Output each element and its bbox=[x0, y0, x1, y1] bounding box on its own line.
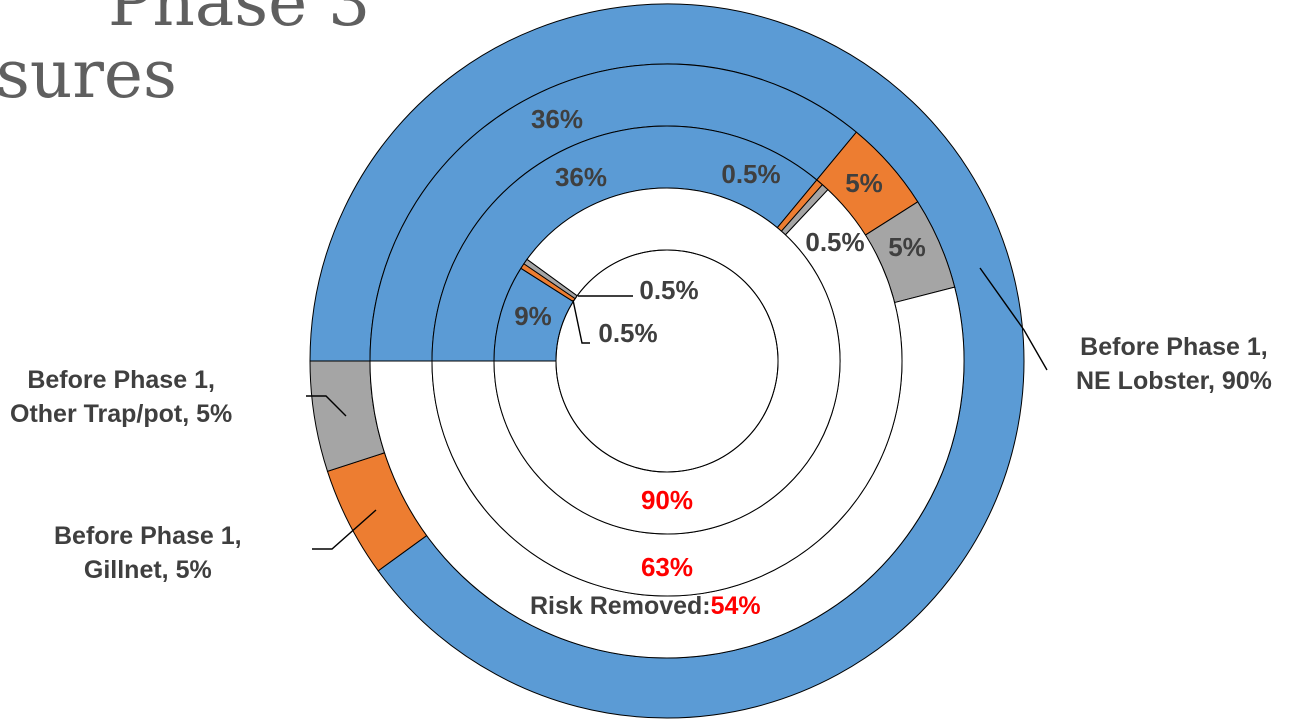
slide-title-line2: sures bbox=[0, 36, 177, 113]
callout-gillnet: Before Phase 1, Gillnet, 5% bbox=[54, 522, 242, 584]
leader-line bbox=[572, 299, 590, 344]
risk-removed-label: Risk Removed:54% bbox=[530, 592, 761, 621]
data-label-ring3-risk-removed: 63% bbox=[641, 552, 693, 582]
leader-line bbox=[979, 267, 1048, 371]
data-label-ring4-risk-removed: 90% bbox=[641, 485, 693, 515]
data-label-ring3-ne-lobster: 36% bbox=[555, 162, 607, 192]
slide-title-line1: Phase 3 bbox=[108, 0, 371, 41]
data-label-ring4-gillnet: 0.5% bbox=[639, 275, 698, 305]
risk-removed-prefix: Risk Removed: bbox=[530, 592, 711, 620]
ring4-slice-risk-removed bbox=[493, 187, 841, 535]
data-label-ring4-other-trap-pot: 0.5% bbox=[598, 318, 657, 348]
callout-other-trap-pot: Before Phase 1, Other Trap/pot, 5% bbox=[10, 366, 233, 428]
data-label-ring2-gillnet: 5% bbox=[845, 168, 883, 198]
data-label-ring2-ne-lobster: 36% bbox=[531, 104, 583, 134]
callout-ne-lobster: Before Phase 1, NE Lobster, 90% bbox=[1076, 333, 1272, 395]
risk-removed-value: 54% bbox=[710, 592, 761, 620]
leader-line bbox=[306, 395, 347, 417]
data-label-ring3-other-trap-pot: 0.5% bbox=[805, 227, 864, 257]
data-label-ring3-gillnet: 0.5% bbox=[721, 159, 780, 189]
data-label-ring2-other-trap-pot: 5% bbox=[888, 232, 926, 262]
data-label-ring4-ne-lobster: 9% bbox=[514, 301, 552, 331]
leader-line bbox=[312, 509, 377, 550]
donut-hole bbox=[555, 249, 779, 473]
